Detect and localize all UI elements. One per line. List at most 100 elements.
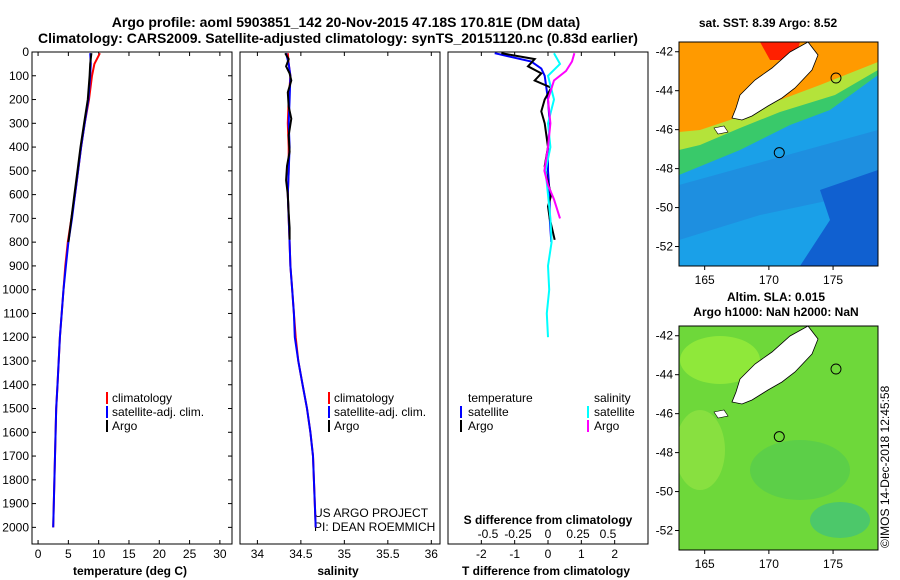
sla-dark-patch-1 <box>750 440 850 500</box>
ytick-label: 0 <box>22 45 29 59</box>
ytick-label: 1900 <box>2 497 29 511</box>
credit-line1: US ARGO PROJECT <box>314 506 429 520</box>
xtick-label: 35 <box>338 547 352 561</box>
xtick-label: 2 <box>611 547 618 561</box>
legend-argo: Argo <box>334 419 360 433</box>
title-line2: Climatology: CARS2009. Satellite-adjuste… <box>38 30 638 46</box>
sst-map-frame <box>678 41 879 267</box>
map-ytick-label: -44 <box>656 368 674 382</box>
xtick-label: 1 <box>578 547 585 561</box>
temperature-xlabel: temperature (deg C) <box>73 564 187 578</box>
salinity-axes-frame <box>239 51 441 545</box>
legend-swatch-t-satellite <box>460 406 462 418</box>
legend-swatch-t-argo <box>460 420 462 432</box>
sla-stewart-island <box>713 409 729 419</box>
stick-label: -0.25 <box>504 527 532 541</box>
sla-argo-location <box>773 431 785 443</box>
legend-t-argo: Argo <box>468 419 494 433</box>
xtick-label: 10 <box>92 547 106 561</box>
sla-dark-patch-2 <box>810 502 870 538</box>
legend-salinity-header: salinity <box>594 391 631 405</box>
sst-field <box>679 42 878 266</box>
sla-field <box>679 326 878 550</box>
stick-label: 0 <box>545 527 552 541</box>
xtick-label: -1 <box>509 547 520 561</box>
ytick-label: 1000 <box>2 283 29 297</box>
sla-map-title2: Argo h1000: NaN h2000: NaN <box>693 305 858 319</box>
xtick-label: 34.5 <box>289 547 313 561</box>
xtick-label: 0 <box>35 547 42 561</box>
ytick-label: 400 <box>9 140 29 154</box>
map-ytick-label: -44 <box>656 84 674 98</box>
sla-map-panel: Altim. SLA: 0.015 Argo h1000: NaN h2000:… <box>656 290 879 571</box>
legend-climatology: climatology <box>112 391 172 405</box>
sst-argo-location <box>773 147 785 159</box>
xtick-label: 30 <box>213 547 227 561</box>
salinity-xlabel: salinity <box>317 564 359 578</box>
series-satellite-adj-clim- <box>52 53 92 528</box>
legend-swatch-satellite <box>328 406 330 418</box>
sla-light-patch-2 <box>679 410 725 490</box>
map-ytick-label: -50 <box>656 485 674 499</box>
ytick-label: 1500 <box>2 402 29 416</box>
title-line1: Argo profile: aoml 5903851_142 20-Nov-20… <box>112 14 580 30</box>
xtick-label: 36 <box>425 547 439 561</box>
stick-label: -0.5 <box>478 527 499 541</box>
legend-swatch-argo <box>106 420 108 432</box>
sst-coast-feature <box>830 72 842 84</box>
sst-south-island <box>731 42 819 121</box>
xtick-label: 20 <box>153 547 167 561</box>
map-xtick-label: 165 <box>695 557 715 571</box>
legend-swatch-s-satellite <box>587 406 589 418</box>
ytick-label: 900 <box>9 259 29 273</box>
legend-temperature-header: temperature <box>468 391 533 405</box>
ytick-label: 700 <box>9 211 29 225</box>
difference-xlabel: T difference from climatology <box>462 564 630 578</box>
ytick-label: 1600 <box>2 425 29 439</box>
map-ytick-label: -46 <box>656 123 674 137</box>
map-ytick-label: -42 <box>656 329 674 343</box>
map-xtick-label: 170 <box>759 557 779 571</box>
map-ytick-label: -50 <box>656 201 674 215</box>
ytick-label: 800 <box>9 235 29 249</box>
legend-swatch-argo <box>328 420 330 432</box>
xtick-label: 5 <box>65 547 72 561</box>
map-ytick-label: -48 <box>656 162 674 176</box>
sst-map-panel: sat. SST: 8.39 Argo: 8.52 165 170 175 -42 -4… <box>656 16 879 287</box>
credit-line2: PI: DEAN ROEMMICH <box>314 520 435 534</box>
series-t-satellite <box>494 52 553 243</box>
xtick-label: 0 <box>545 547 552 561</box>
ytick-label: 500 <box>9 164 29 178</box>
map-ytick-label: -42 <box>656 45 674 59</box>
xtick-label: 34 <box>251 547 265 561</box>
series-climatology <box>52 52 101 528</box>
series-argo <box>284 52 293 240</box>
temperature-panel: temperature (deg C) climatology satellit… <box>2 45 233 578</box>
difference-legend: temperature satellite Argo salinity sate… <box>460 391 635 433</box>
stick-label: 0.25 <box>566 527 590 541</box>
ytick-label: 100 <box>9 69 29 83</box>
ytick-label: 300 <box>9 116 29 130</box>
series-s-argo <box>543 52 576 219</box>
map-xtick-label: 170 <box>759 273 779 287</box>
legend-satellite: satellite-adj. clim. <box>112 405 204 419</box>
sst-map-title: sat. SST: 8.39 Argo: 8.52 <box>699 16 838 30</box>
sla-map-frame <box>678 325 879 551</box>
ytick-label: 1300 <box>2 354 29 368</box>
xtick-label: 25 <box>183 547 197 561</box>
temperature-legend: climatology satellite-adj. clim. Argo <box>106 391 204 433</box>
legend-t-satellite: satellite <box>468 405 509 419</box>
series-t-argo <box>501 52 556 241</box>
ytick-label: 1800 <box>2 473 29 487</box>
legend-swatch-s-argo <box>587 420 589 432</box>
series-argo <box>67 53 93 243</box>
xtick-label: -2 <box>476 547 487 561</box>
map-xtick-label: 175 <box>823 273 843 287</box>
legend-argo: Argo <box>112 419 138 433</box>
difference-xlabel-top: S difference from climatology <box>464 513 633 527</box>
sla-coast-feature <box>830 363 842 375</box>
map-xtick-label: 175 <box>823 557 843 571</box>
legend-climatology: climatology <box>334 391 394 405</box>
legend-s-satellite: satellite <box>594 405 635 419</box>
